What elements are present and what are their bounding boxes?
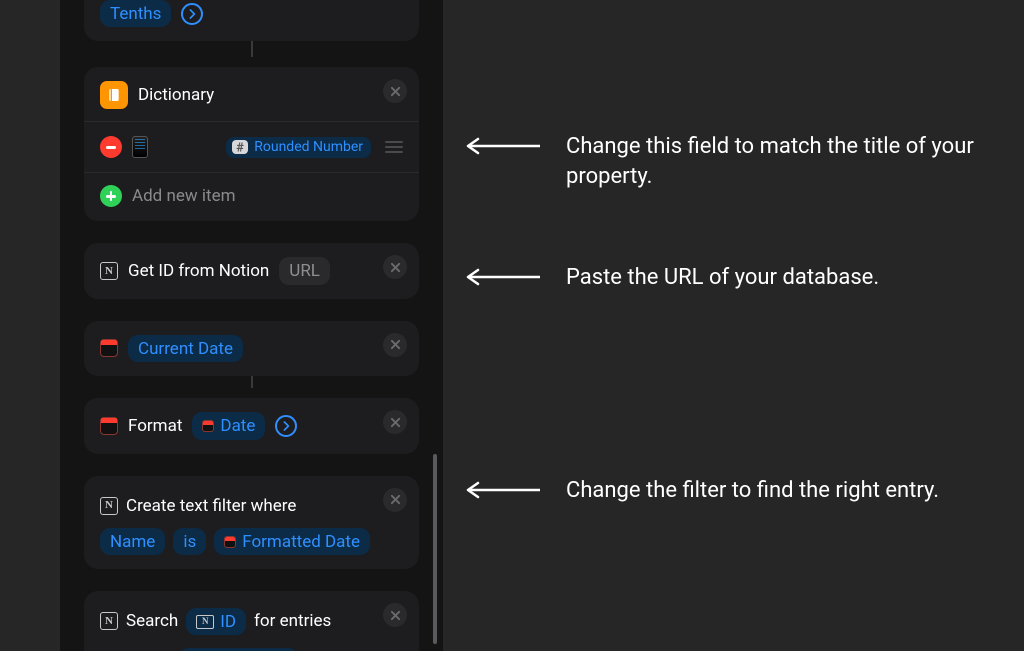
notion-icon: N: [100, 262, 118, 280]
filter-prefix: Create text filter where: [126, 490, 296, 522]
current-date-card: Current Date: [84, 321, 419, 376]
annotation-text: Change this field to match the title of …: [566, 132, 996, 191]
pill-label: Formatted Date: [242, 532, 360, 552]
arrow-left-icon: [464, 134, 540, 158]
format-label: Format: [128, 416, 182, 436]
round-card-stub: Tenths: [84, 0, 419, 41]
is-pill[interactable]: is: [173, 528, 206, 555]
dictionary-title: Dictionary: [138, 85, 214, 105]
search-word-3: matching: [100, 646, 171, 651]
number-icon: #: [232, 140, 248, 154]
search-word-2: for entries: [254, 605, 331, 637]
close-icon[interactable]: [383, 603, 407, 627]
annotation-2: Paste the URL of your database.: [464, 263, 879, 293]
pill-label: ID: [220, 612, 236, 632]
date-pill[interactable]: Date: [192, 412, 265, 439]
svg-text:#: #: [236, 141, 244, 154]
calendar-icon: [202, 420, 214, 432]
close-icon[interactable]: [383, 255, 407, 279]
create-filter-card: N Create text filter where Name is Forma…: [84, 476, 419, 570]
arrow-left-icon: [464, 478, 540, 502]
tenths-pill[interactable]: Tenths: [100, 0, 171, 27]
dictionary-card: Dictionary # Rounded Number: [84, 67, 419, 221]
add-item-row[interactable]: Add new item: [84, 172, 419, 221]
calendar-icon: [100, 417, 118, 435]
url-pill[interactable]: URL: [279, 257, 330, 284]
chevron-right-icon[interactable]: [275, 415, 297, 437]
pill-label: is: [183, 532, 196, 552]
arrow-left-icon: [464, 265, 540, 289]
close-icon[interactable]: [383, 333, 407, 357]
drag-handle-icon[interactable]: [381, 141, 403, 153]
close-icon[interactable]: [383, 488, 407, 512]
rounded-number-pill[interactable]: # Rounded Number: [226, 137, 371, 158]
add-item-label: Add new item: [132, 186, 236, 206]
get-id-card: N Get ID from Notion URL: [84, 243, 419, 298]
dictionary-entry-row: # Rounded Number: [84, 122, 419, 172]
pill-label: Date: [220, 416, 255, 436]
get-id-label: Get ID from Notion: [128, 261, 269, 281]
stage: Tenths Dictionary: [0, 0, 1024, 651]
add-entry-button[interactable]: [100, 185, 122, 207]
scrollbar[interactable]: [433, 454, 437, 644]
pill-label: Tenths: [110, 4, 161, 24]
pill-label: Current Date: [138, 339, 233, 359]
pill-label: URL: [289, 261, 320, 281]
id-pill[interactable]: N ID: [186, 608, 246, 635]
annotation-1: Change this field to match the title of …: [464, 132, 996, 191]
notion-icon: N: [196, 615, 214, 629]
pill-label: Name: [110, 532, 155, 552]
panel-inner: Tenths Dictionary: [60, 0, 443, 651]
annotation-text: Paste the URL of your database.: [566, 263, 879, 293]
current-date-pill[interactable]: Current Date: [128, 335, 243, 362]
pill-label: Rounded Number: [254, 139, 363, 156]
device-icon: [132, 136, 148, 158]
annotation-3: Change the filter to find the right entr…: [464, 476, 939, 506]
formatted-date-pill[interactable]: Formatted Date: [214, 528, 370, 555]
search-entries-card: N Search N ID for entries matching N Tex…: [84, 591, 419, 651]
shortcuts-panel: Tenths Dictionary: [60, 0, 443, 651]
format-date-card: Format Date: [84, 398, 419, 453]
chevron-right-icon[interactable]: [181, 3, 203, 25]
calendar-icon: [100, 339, 118, 357]
name-pill[interactable]: Name: [100, 528, 165, 555]
calendar-icon: [224, 536, 236, 548]
notion-icon: N: [100, 612, 118, 630]
notion-icon: N: [100, 497, 118, 515]
close-icon[interactable]: [383, 79, 407, 103]
dictionary-icon: [100, 81, 128, 109]
connector: [251, 39, 253, 57]
remove-entry-button[interactable]: [100, 136, 122, 158]
annotation-text: Change the filter to find the right entr…: [566, 476, 939, 506]
connector: [251, 374, 253, 388]
close-icon[interactable]: [383, 410, 407, 434]
search-word-1: Search: [126, 605, 178, 637]
